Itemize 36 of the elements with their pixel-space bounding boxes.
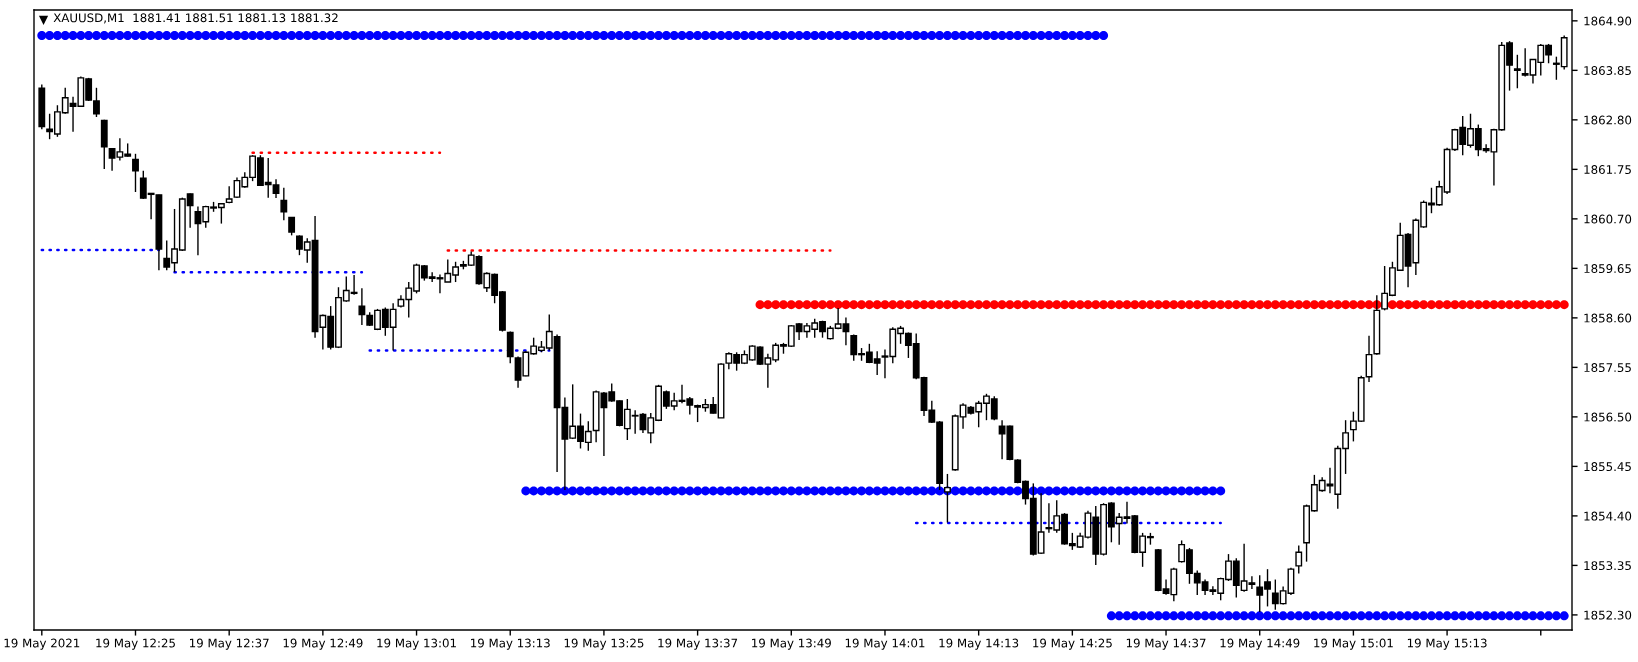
x-tick-label: 19 May 13:25 xyxy=(564,638,644,650)
chart-title: XAUUSD,M1 1881.41 1881.51 1881.13 1881.32 xyxy=(53,13,338,24)
x-tick-label: 19 May 13:13 xyxy=(471,638,550,650)
x-tick-label: 19 May 15:01 xyxy=(1314,638,1393,650)
y-tick-label: 1855.45 xyxy=(1584,462,1631,472)
x-tick-label: 19 May 14:25 xyxy=(1033,638,1112,650)
x-tick-label: 19 May 14:13 xyxy=(939,638,1019,650)
y-tick-label: 1864.90 xyxy=(1584,16,1632,26)
y-tick-label: 1859.65 xyxy=(1584,264,1631,274)
x-tick-label: 19 May 13:49 xyxy=(752,638,831,650)
y-tick-label: 1854.40 xyxy=(1584,511,1632,521)
x-tick-label: 19 May 13:37 xyxy=(658,638,738,650)
y-tick-label: 1857.55 xyxy=(1584,363,1631,373)
y-tick-label: 1860.70 xyxy=(1584,214,1632,224)
x-tick-label: 19 May 14:01 xyxy=(845,638,925,650)
x-tick-label: 19 May 12:25 xyxy=(96,638,175,650)
candlestick xyxy=(280,187,288,221)
x-tick-label: 19 May 12:37 xyxy=(190,638,269,650)
x-tick-label: 19 May 13:01 xyxy=(377,638,456,650)
x-tick-label: 19 May 12:49 xyxy=(283,638,363,650)
candlestick xyxy=(132,153,139,193)
y-tick-label: 1863.85 xyxy=(1584,66,1631,75)
candlestick xyxy=(1513,54,1521,89)
y-tick-label: 1858.60 xyxy=(1584,313,1632,323)
y-tick-label: 1856.50 xyxy=(1584,412,1632,422)
y-tick-label: 1852.30 xyxy=(1584,610,1632,620)
candlestick xyxy=(358,287,366,326)
candlestick xyxy=(1295,544,1303,575)
y-tick-label: 1862.80 xyxy=(1584,115,1632,125)
y-tick-label: 1853.35 xyxy=(1584,561,1631,571)
x-tick-label: 19 May 14:37 xyxy=(1126,638,1206,650)
x-tick-label: 19 May 14:49 xyxy=(1220,638,1300,650)
y-tick-label: 1861.75 xyxy=(1584,165,1631,175)
candlestick xyxy=(225,185,233,205)
x-tick-label: 19 May 15:13 xyxy=(1407,638,1487,650)
x-tick-label: 19 May 2021 xyxy=(4,638,80,650)
